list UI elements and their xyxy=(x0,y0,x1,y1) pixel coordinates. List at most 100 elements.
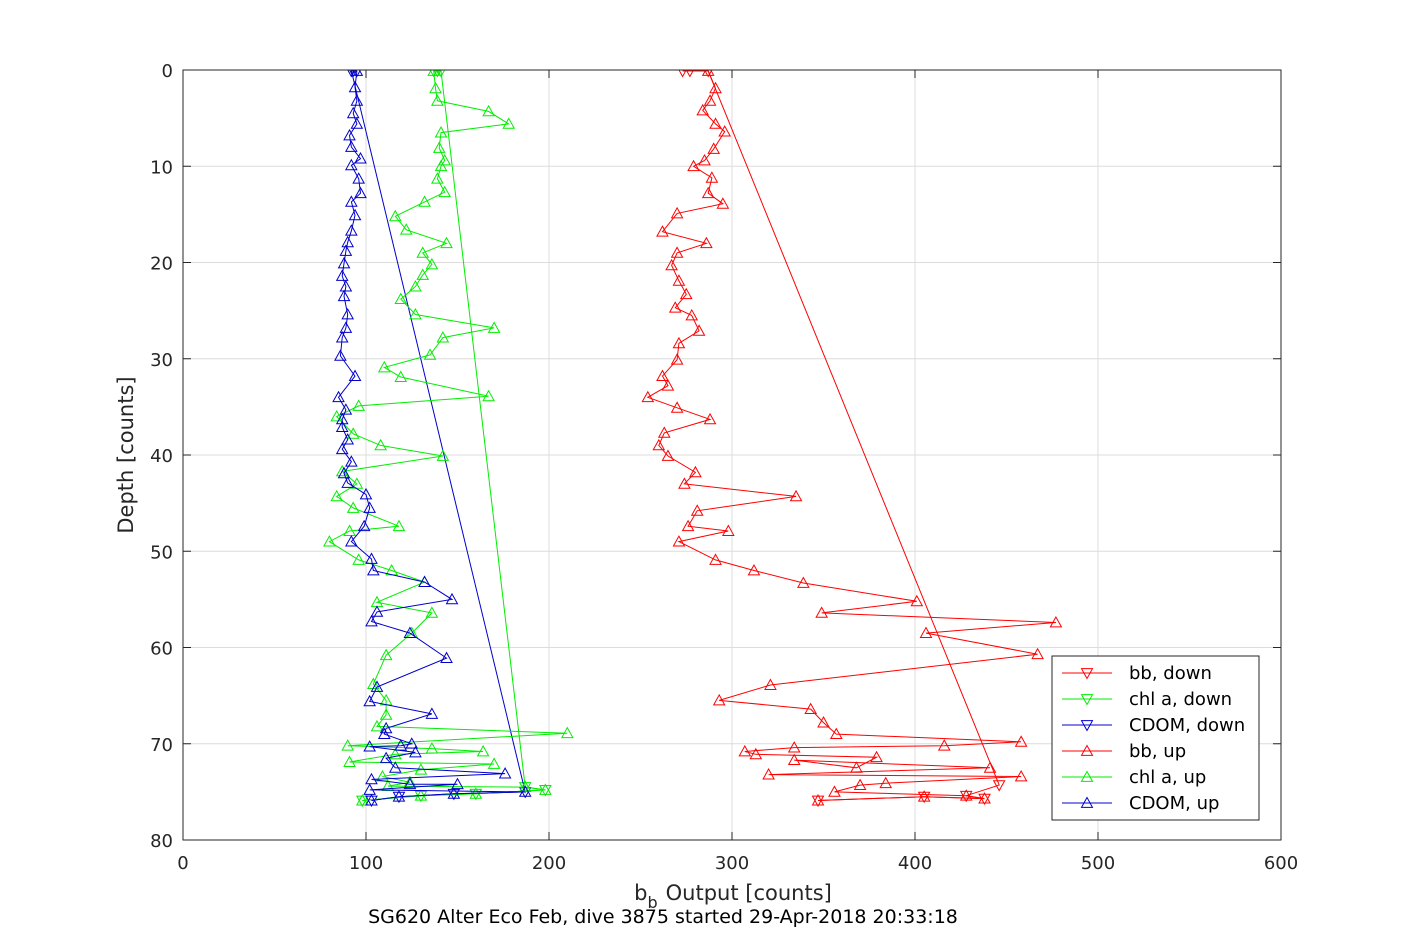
series-group xyxy=(323,70,1063,808)
legend: bb, down chl a, down CDOM, down bb, up chl a… xyxy=(1051,655,1260,821)
data-point-bb-up xyxy=(672,535,686,547)
data-point-bb-up xyxy=(1049,615,1063,628)
data-point-cdom-up xyxy=(341,476,355,488)
axis-ticks: 0 100 200 300 400 500 600 0 10 20 30 40 50 60 70 80 xyxy=(150,61,1298,874)
data-point-cdom-up xyxy=(370,680,384,692)
data-point-bb-up xyxy=(978,792,991,804)
y-tick-label: 80 xyxy=(150,831,173,852)
data-point-bb-up xyxy=(1014,735,1028,747)
data-point-chl-a-up xyxy=(374,438,387,451)
data-point-chl-a-up xyxy=(352,399,366,411)
data-point-bb-up xyxy=(1014,769,1028,782)
data-point-cdom-up xyxy=(498,767,512,779)
data-point-chl-a-up xyxy=(436,449,450,461)
data-point-cdom-up xyxy=(335,442,349,455)
data-point-cdom-up xyxy=(345,535,358,547)
data-point-cdom-up xyxy=(357,519,371,532)
data-point-cdom-up xyxy=(363,740,377,752)
data-point-cdom-up xyxy=(392,790,406,802)
data-point-bb-up xyxy=(762,768,775,780)
legend-label-chl-a-up: chl a, up xyxy=(1129,767,1206,788)
data-point-bb-up xyxy=(709,553,722,565)
data-point-bb-up xyxy=(689,465,702,478)
legend-marker-bb-up xyxy=(1080,744,1094,756)
data-point-chl-a-up xyxy=(323,535,336,547)
data-point-chl-a-up xyxy=(418,195,431,207)
x-tick-label: 0 xyxy=(177,853,188,874)
data-point-chl-a-up xyxy=(346,427,360,439)
legend-marker-cdom-up xyxy=(1080,796,1094,808)
y-tick-label: 70 xyxy=(150,735,173,756)
data-point-chl-a-up xyxy=(388,747,402,760)
data-point-chl-a-up xyxy=(432,141,446,153)
data-point-cdom-up xyxy=(365,552,378,564)
data-point-bb-down xyxy=(704,70,713,78)
data-point-cdom-up xyxy=(341,433,355,445)
x-tick-label: 300 xyxy=(715,853,749,874)
data-point-bb-up xyxy=(685,308,699,321)
data-point-chl-a-up xyxy=(425,742,439,754)
data-point-chl-a-up xyxy=(431,172,444,184)
data-point-cdom-up xyxy=(343,128,356,141)
y-tick-label: 0 xyxy=(162,61,173,82)
data-point-chl-a-up xyxy=(560,726,574,739)
data-point-cdom-up xyxy=(352,172,366,184)
legend-label-bb-up: bb, up xyxy=(1129,741,1186,762)
data-point-bb-up xyxy=(917,790,931,802)
data-point-cdom-up xyxy=(405,737,419,749)
data-point-chl-a-up xyxy=(392,519,406,532)
x-tick-label: 500 xyxy=(1081,853,1115,874)
data-point-bb-up xyxy=(747,563,761,576)
data-point-bb-up xyxy=(709,81,722,94)
data-point-bb-up xyxy=(718,125,732,137)
data-point-chl-a-up xyxy=(399,223,413,235)
data-point-bb-up xyxy=(712,693,726,706)
data-point-bb-up xyxy=(670,206,684,219)
data-point-chl-a-up xyxy=(434,159,448,172)
data-point-chl-a-up xyxy=(394,370,408,382)
data-point-bb-up xyxy=(804,702,818,714)
x-tick-label: 600 xyxy=(1264,853,1298,874)
data-point-bb-up xyxy=(716,197,730,209)
data-point-bb-up xyxy=(707,142,721,154)
data-point-bb-up xyxy=(687,159,700,172)
data-point-bb-up xyxy=(749,747,763,760)
data-point-bb-up xyxy=(764,678,777,690)
legend-marker-chl-a-down xyxy=(1080,694,1094,706)
data-point-bb-up xyxy=(721,524,735,536)
data-point-cdom-down xyxy=(349,70,358,78)
data-point-bb-up xyxy=(692,324,706,336)
y-tick-label: 50 xyxy=(150,542,173,563)
data-point-bb-up xyxy=(703,412,717,425)
data-point-cdom-up xyxy=(409,745,422,758)
data-point-bb-up xyxy=(738,744,752,757)
legend-label-cdom-up: CDOM, up xyxy=(1129,793,1219,814)
data-point-bb-up xyxy=(657,426,671,438)
data-point-chl-a-up xyxy=(438,185,452,198)
data-point-bb-up xyxy=(850,761,863,773)
legend-marker-chl-a-up xyxy=(1080,770,1094,782)
data-point-cdom-up xyxy=(440,651,453,663)
legend-label-bb-down: bb, down xyxy=(1129,663,1212,684)
data-point-cdom-up xyxy=(354,152,367,164)
data-point-cdom-up xyxy=(354,186,367,199)
data-point-chl-a-up xyxy=(346,501,360,513)
data-point-bb-up xyxy=(959,789,973,801)
data-point-bb-up xyxy=(661,449,675,461)
data-point-bb-up xyxy=(656,369,669,381)
data-point-bb-up xyxy=(641,390,655,403)
data-point-bb-up xyxy=(853,778,867,791)
data-point-cdom-up xyxy=(337,466,351,479)
data-point-bb-up xyxy=(829,727,843,740)
data-point-cdom-up xyxy=(335,331,349,343)
data-point-bb-up xyxy=(678,477,691,489)
data-point-bb-up xyxy=(919,626,933,638)
data-point-cdom-up xyxy=(339,280,353,292)
data-point-cdom-up xyxy=(335,269,349,281)
data-point-bb-up xyxy=(787,753,801,766)
data-point-cdom-up xyxy=(345,140,358,152)
data-point-bb-up xyxy=(672,274,686,286)
plot-area xyxy=(323,70,1063,808)
data-point-chl-a-up xyxy=(330,489,344,502)
